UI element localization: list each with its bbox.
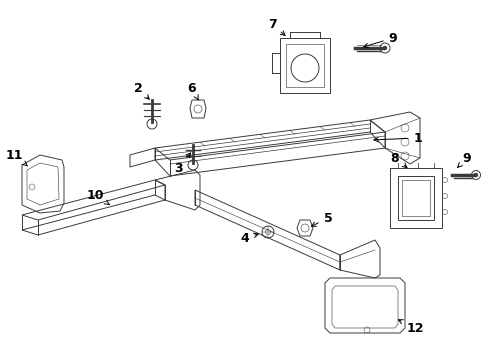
Text: 1: 1 <box>374 131 422 144</box>
Text: 10: 10 <box>86 189 109 204</box>
Text: 3: 3 <box>173 153 191 175</box>
Text: 9: 9 <box>458 152 471 167</box>
Circle shape <box>383 46 387 50</box>
Text: 5: 5 <box>312 212 332 226</box>
Text: 12: 12 <box>398 320 424 334</box>
Text: 8: 8 <box>391 152 407 168</box>
Text: 11: 11 <box>5 149 27 166</box>
Text: 6: 6 <box>188 81 198 100</box>
Text: 7: 7 <box>268 18 285 35</box>
Circle shape <box>474 173 478 177</box>
Text: 2: 2 <box>134 81 149 99</box>
Text: 4: 4 <box>241 231 258 244</box>
Text: 9: 9 <box>364 32 397 48</box>
